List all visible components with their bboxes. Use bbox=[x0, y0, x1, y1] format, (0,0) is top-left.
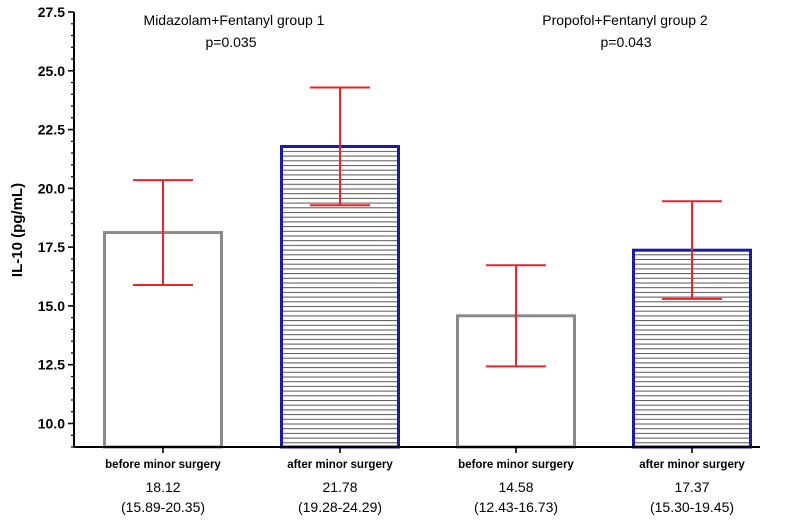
x-tick-label: before minor surgery bbox=[105, 459, 221, 471]
bars-layer bbox=[103, 86, 752, 449]
value-label: 18.12 bbox=[145, 479, 180, 495]
y-tick-label: 22.5 bbox=[38, 122, 65, 138]
range-label: (15.89-20.35) bbox=[121, 499, 205, 515]
value-label: 17.37 bbox=[674, 479, 709, 495]
annotation-group-1: Midazolam+Fentanyl group 1 bbox=[144, 12, 325, 28]
x-tick-label: after minor surgery bbox=[287, 459, 393, 471]
x-tick-label: before minor surgery bbox=[458, 459, 574, 471]
y-tick-label: 27.5 bbox=[38, 4, 65, 20]
annotation-p-2: p=0.043 bbox=[601, 34, 652, 50]
y-axis-label: IL-10 (pg/mL) bbox=[9, 183, 26, 277]
value-label: 21.78 bbox=[322, 479, 357, 495]
y-tick-label: 12.5 bbox=[38, 357, 65, 373]
annotation-p-1: p=0.035 bbox=[206, 34, 257, 50]
y-tick-label: 20.0 bbox=[38, 180, 65, 196]
range-label: (12.43-16.73) bbox=[474, 499, 558, 515]
y-tick-label: 10.0 bbox=[38, 415, 65, 431]
y-tick-label: 17.5 bbox=[38, 239, 65, 255]
x-tick-label: after minor surgery bbox=[639, 459, 745, 471]
value-label: 14.58 bbox=[498, 479, 533, 495]
axes-layer: 10.0 12.5 15.0 17.5 20.0 22.5 25.0 27.5 bbox=[38, 4, 760, 453]
y-tick-label: 15.0 bbox=[38, 298, 65, 314]
x-labels-layer: before minor surgery 18.12 (15.89-20.35) af… bbox=[105, 459, 745, 515]
range-label: (15.30-19.45) bbox=[650, 499, 734, 515]
range-label: (19.28-24.29) bbox=[298, 499, 382, 515]
annotation-group-2: Propofol+Fentanyl group 2 bbox=[542, 12, 708, 28]
y-tick-label: 25.0 bbox=[38, 63, 65, 79]
